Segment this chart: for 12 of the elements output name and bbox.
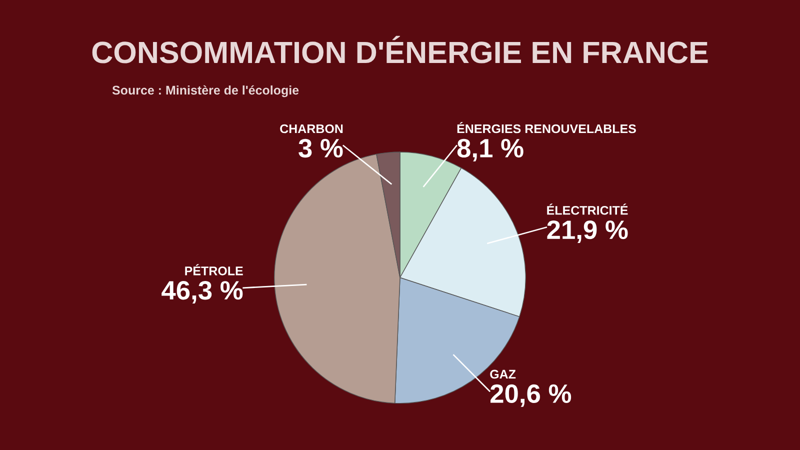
data-label: 3 %	[298, 138, 343, 158]
slice-label: ÉNERGIES RENOUVELABLES	[457, 122, 636, 134]
data-label: 8,1 %	[457, 138, 524, 162]
chart-subtitle: Source : Ministère de l'écologie	[112, 85, 299, 98]
data-label: 20,6 %	[490, 384, 572, 407]
slice-label: GAZ	[490, 370, 516, 379]
data-label: 46,3 %	[162, 281, 243, 304]
chart-title: CONSOMMATION D'ÉNERGIE EN FRANCE	[92, 36, 708, 64]
data-label: 21,9 %	[547, 220, 628, 243]
slice-label: ÉLECTRICITÉ	[547, 204, 628, 215]
slice-label: CHARBON	[280, 124, 343, 134]
slice-label: PÉTROLE	[185, 264, 243, 276]
